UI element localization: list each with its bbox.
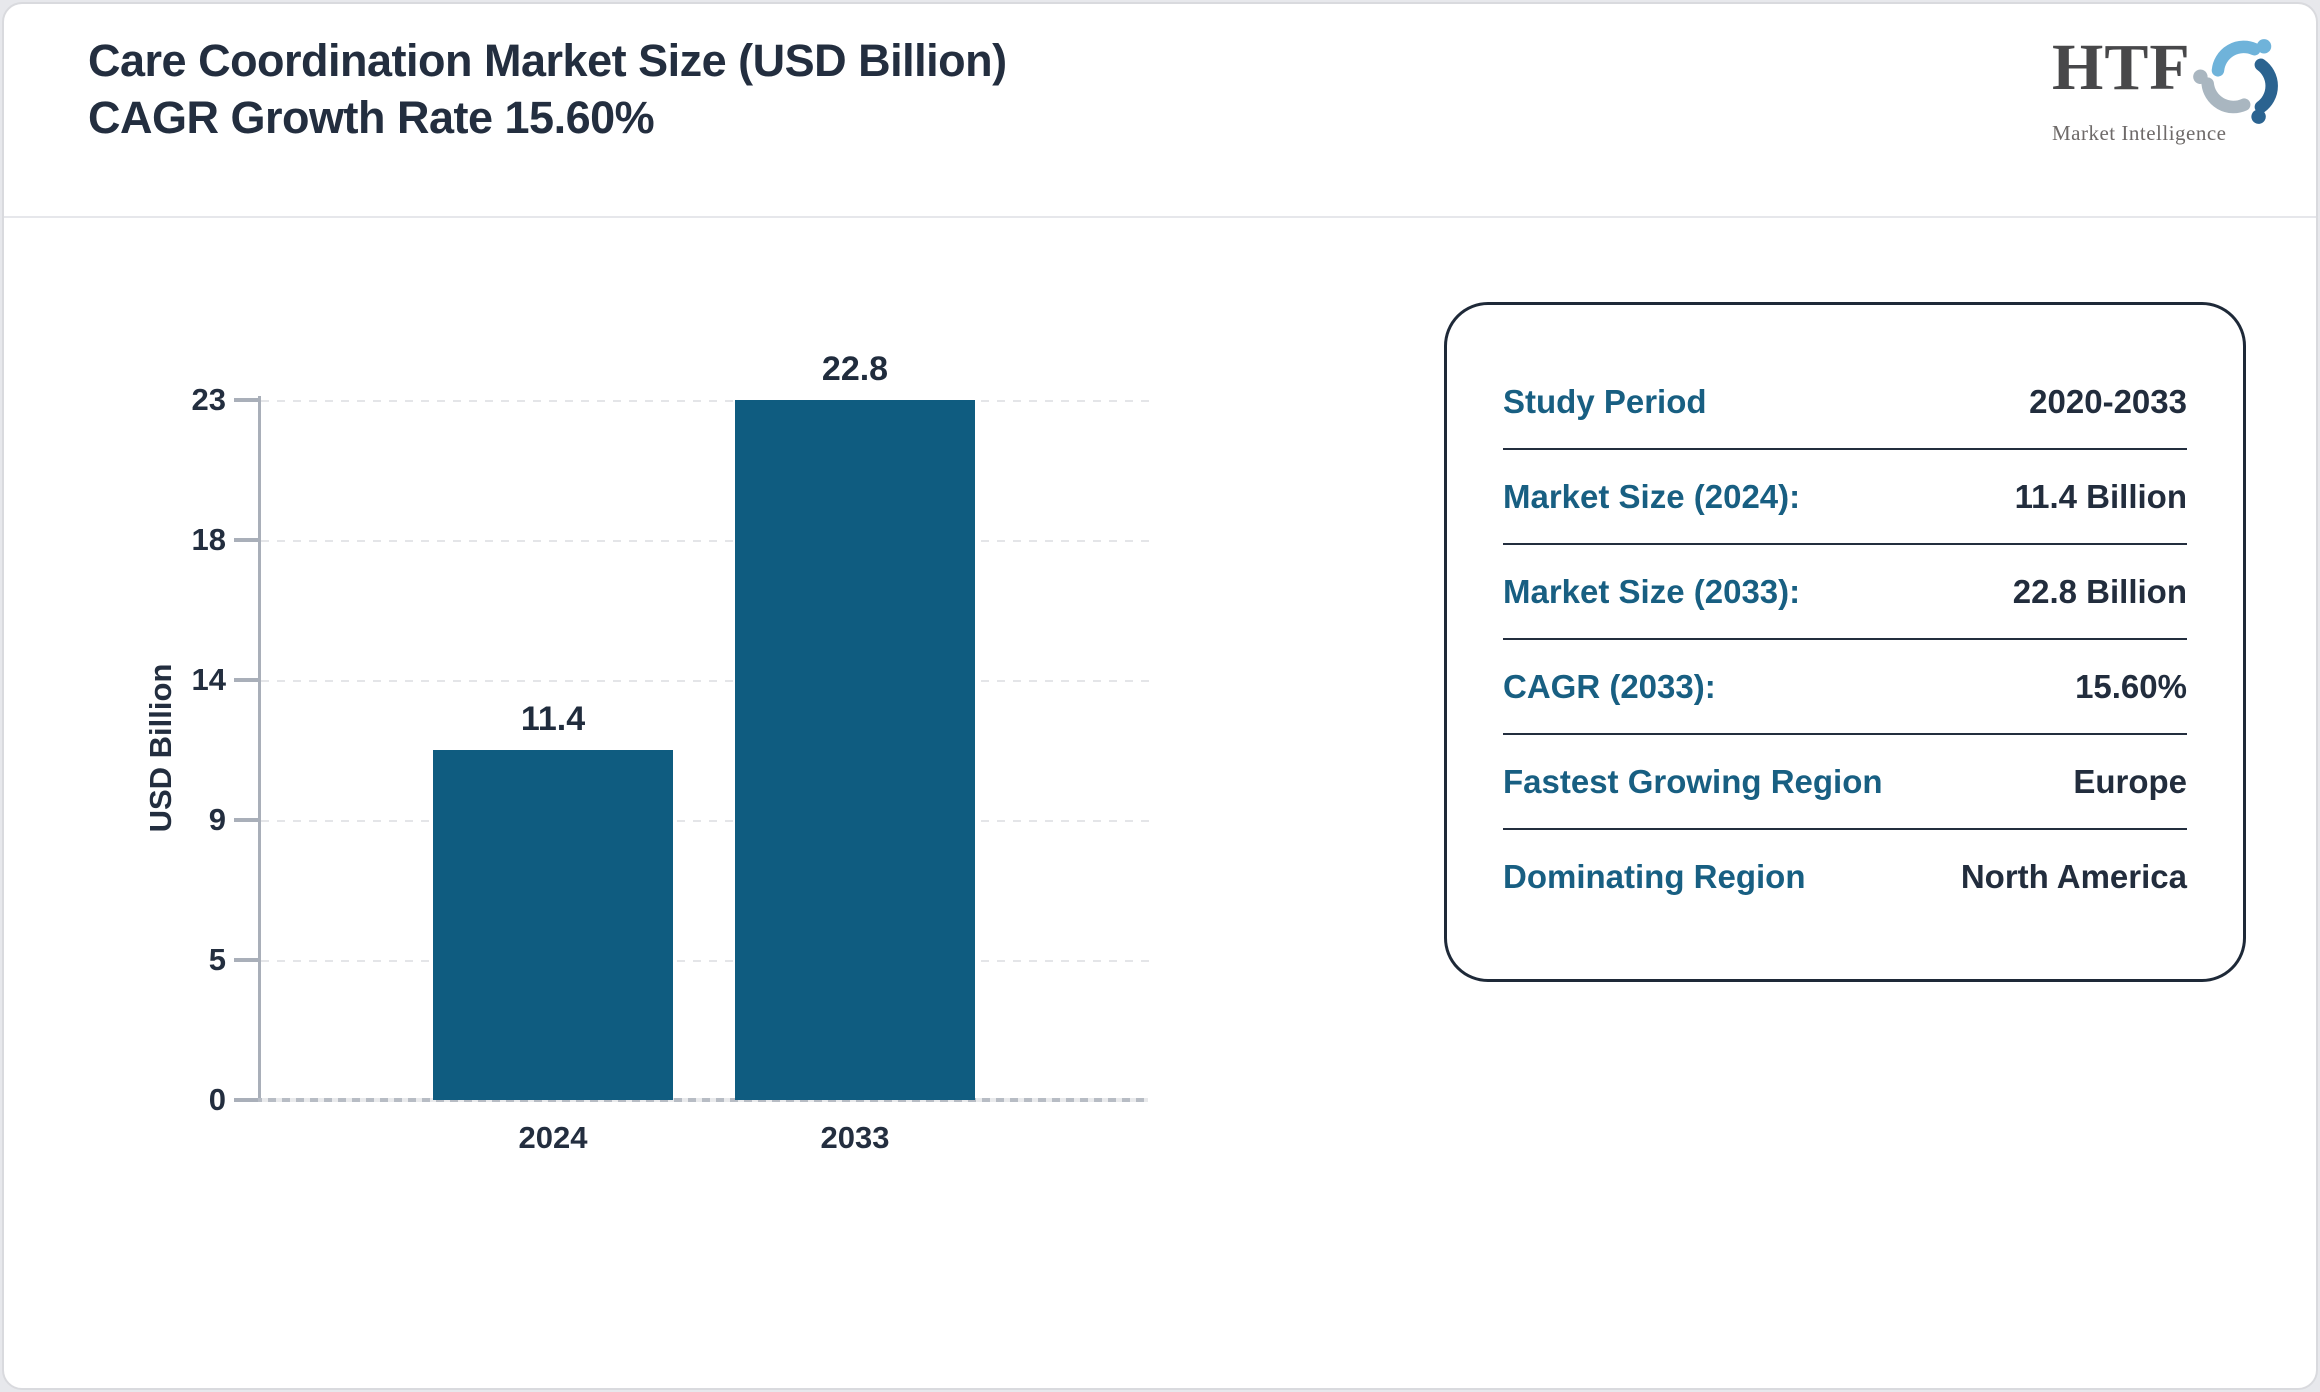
summary-value: 15.60%	[2075, 667, 2187, 705]
header-divider	[4, 216, 2316, 218]
summary-row-dominating-region: Dominating Region North America	[1503, 830, 2187, 923]
page-title-line2: CAGR Growth Rate 15.60%	[88, 92, 655, 143]
bar-value-2033: 22.8	[821, 350, 889, 388]
summary-value: 11.4 Billion	[2014, 477, 2187, 515]
y-axis-line	[258, 396, 261, 1102]
gridline-5	[261, 960, 1150, 962]
y-tick-mark	[234, 678, 258, 682]
bar-value-2024: 11.4	[520, 700, 586, 738]
htf-logo-subtext: Market Intelligence	[2052, 121, 2227, 145]
summary-value: 2020-2033	[2029, 382, 2187, 420]
summary-label: CAGR (2033):	[1503, 667, 1716, 705]
gridline-14	[261, 680, 1150, 682]
x-tick-label-2033: 2033	[820, 1120, 890, 1155]
page-title-line1: Care Coordination Market Size (USD Billi…	[88, 35, 1007, 86]
y-tick-label: 0	[208, 1082, 226, 1117]
gridline-23	[261, 400, 1150, 402]
x-tick-label-2024: 2024	[518, 1120, 588, 1155]
y-tick-mark	[234, 818, 258, 822]
summary-row-fastest-growing-region: Fastest Growing Region Europe	[1503, 735, 2187, 830]
gridline-9	[261, 820, 1150, 822]
y-tick-label: 5	[208, 942, 226, 977]
page-title: Care Coordination Market Size (USD Billi…	[88, 32, 1007, 146]
htf-logo-text: HTF	[2052, 31, 2191, 104]
summary-value: Europe	[2073, 762, 2187, 800]
y-tick-label: 18	[191, 522, 226, 557]
summary-value: 22.8 Billion	[2012, 572, 2187, 610]
summary-label: Market Size (2033):	[1503, 572, 1801, 610]
summary-label: Dominating Region	[1503, 857, 1806, 895]
summary-row-market-size-2024: Market Size (2024): 11.4 Billion	[1503, 450, 2187, 545]
summary-label: Fastest Growing Region	[1503, 762, 1883, 800]
y-tick-mark	[234, 398, 258, 402]
y-tick-mark	[234, 958, 258, 962]
summary-row-cagr: CAGR (2033): 15.60%	[1503, 640, 2187, 735]
gridline-18	[261, 540, 1150, 542]
market-summary-card: Study Period 2020-2033 Market Size (2024…	[1444, 302, 2246, 982]
summary-row-market-size-2033: Market Size (2033): 22.8 Billion	[1503, 545, 2187, 640]
summary-value: North America	[1960, 857, 2187, 895]
y-tick-label: 9	[208, 802, 226, 837]
y-tick-label: 14	[191, 662, 226, 697]
y-tick-mark	[234, 538, 258, 542]
bar-2033	[735, 400, 975, 1100]
bar-2024	[433, 750, 673, 1100]
htf-swirl-icon	[2192, 30, 2289, 131]
x-axis-baseline	[240, 1098, 1148, 1102]
summary-row-study-period: Study Period 2020-2033	[1503, 355, 2187, 450]
y-tick-label: 23	[191, 382, 226, 417]
summary-label: Market Size (2024):	[1503, 477, 1801, 515]
y-tick-mark	[234, 1098, 258, 1102]
summary-label: Study Period	[1503, 382, 1707, 420]
htf-logo: HTF Market Inte	[2052, 28, 2282, 146]
